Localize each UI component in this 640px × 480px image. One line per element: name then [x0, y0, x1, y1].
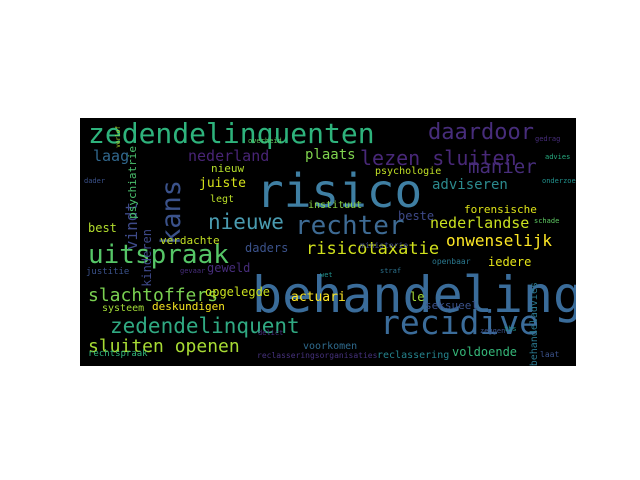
word-lezen-sluiten: lezen sluiten	[360, 146, 517, 170]
word-systeem: systeem	[102, 303, 145, 314]
word-tbs: tbs	[504, 325, 517, 333]
word-slachtoffers: slachtoffers	[88, 285, 219, 306]
word-sluiten-openen: sluiten openen	[88, 336, 240, 357]
word-zedendelinquenten: zedendelinquenten	[88, 118, 375, 150]
word-recidive: recidive	[380, 303, 539, 342]
word-beste: beste	[398, 209, 435, 223]
word-nieuwe: nieuwe	[208, 210, 284, 234]
word-best: best	[88, 221, 117, 235]
word-verdachte: verdachte	[160, 234, 220, 247]
word-wet: wet	[320, 271, 333, 279]
word-dader: dader	[84, 177, 106, 185]
word-daardoor: daardoor	[428, 120, 534, 145]
word-kinderen: kinderen	[140, 229, 154, 287]
word-openbaar: openbaar	[432, 257, 471, 266]
word-laag: laag	[93, 147, 130, 165]
word-gevaar: gevaar	[180, 267, 206, 275]
word-rechtspraak: rechtspraak	[88, 349, 148, 359]
word-zedendelinquent: zedendelinquent	[110, 314, 300, 338]
word-behandeladvies: behandeladvies	[529, 282, 540, 366]
word-le: le	[410, 290, 425, 304]
word-manier: manier	[468, 156, 537, 178]
word-legt: legt	[210, 194, 235, 205]
word-reclassering: reclassering	[377, 350, 450, 361]
word-iedere: iedere	[488, 255, 532, 269]
word-forensische: forensische	[464, 203, 537, 216]
word-laat: laat	[540, 350, 560, 359]
word-seksueel: seksueel	[425, 299, 478, 312]
word-daders: daders	[245, 241, 289, 255]
word-advies: advies	[545, 153, 571, 161]
word-overheid: overheid	[248, 137, 282, 145]
word-nieuw: nieuw	[211, 162, 245, 175]
word-justitie: justitie	[86, 267, 130, 277]
word-uitspraak: uitspraak	[88, 240, 229, 270]
word-gedrag: gedrag	[535, 135, 561, 143]
word-juiste: juiste	[199, 176, 246, 191]
word-onderzoek: onderzoek	[542, 177, 576, 185]
word-ministerie: ministerie	[360, 241, 409, 250]
word-geweld: geweld	[207, 261, 251, 275]
word-behandeling: behandeling	[252, 266, 576, 324]
word-risicotaxatie: risicotaxatie	[306, 239, 440, 259]
word-rechter: rechter	[295, 211, 405, 241]
word-straf: straf	[380, 267, 402, 275]
word-delict: delict	[258, 329, 284, 337]
word-psychiatrie: psychiatrie	[126, 146, 139, 219]
word-cloud: behandeling risico zedendelinquenten recidi…	[80, 118, 576, 366]
word-schade: schade	[534, 217, 560, 225]
word-nederland: nederland	[188, 147, 270, 165]
word-verlof: verlof	[115, 126, 122, 148]
word-voorkomen: voorkomen	[303, 341, 358, 352]
word-opgelegde: opgelegde	[205, 285, 271, 299]
word-reclasseringsorganisaties: reclasseringsorganisaties	[257, 351, 378, 360]
word-onwenselijk: onwenselijk	[446, 231, 552, 250]
word-psychologie: psychologie	[375, 166, 442, 177]
word-deskundigen: deskundigen	[152, 300, 225, 313]
word-actuari: actuari	[291, 290, 346, 305]
word-voldoende: voldoende	[452, 345, 518, 359]
word-nederlandse: nederlandse	[430, 214, 530, 232]
word-adviseren: adviseren	[432, 177, 508, 193]
word-risico: risico	[256, 164, 423, 218]
word-zeggen: zeggen	[480, 327, 506, 335]
word-instituut: instituut	[308, 200, 363, 211]
word-plaats: plaats	[305, 147, 356, 163]
